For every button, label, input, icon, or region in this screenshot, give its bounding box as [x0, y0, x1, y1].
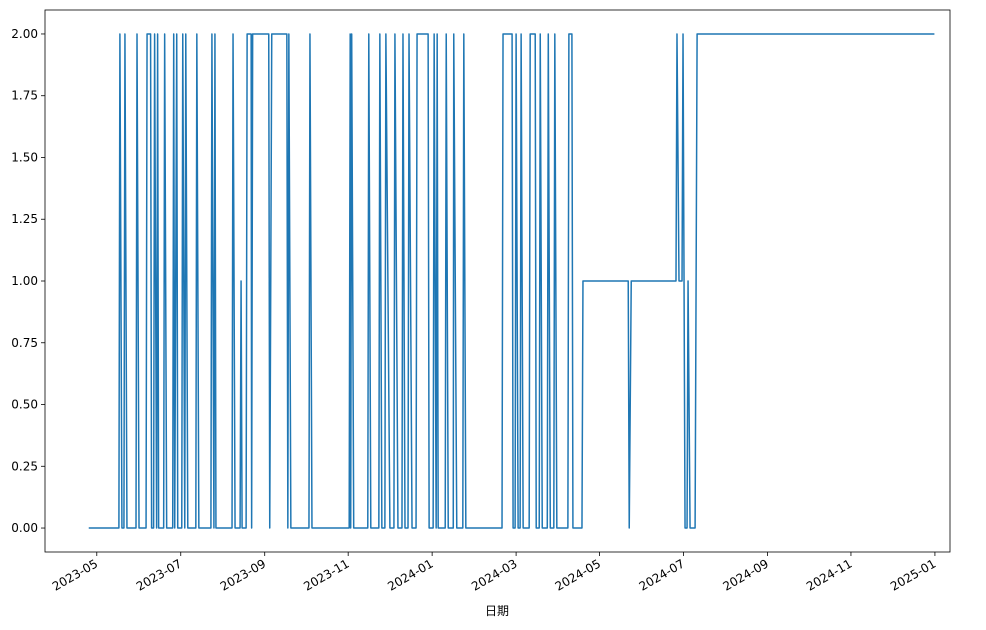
x-tick-label: 2025-01	[888, 556, 938, 593]
x-tick-label: 2024-07	[637, 556, 687, 593]
y-tick-label: 0.50	[11, 398, 38, 412]
y-tick-label: 0.00	[11, 521, 38, 535]
x-tick-label: 2024-01	[385, 556, 435, 593]
x-axis-label: 日期	[485, 604, 509, 618]
x-tick-label: 2023-09	[218, 556, 268, 593]
plot-frame	[44, 9, 951, 553]
y-tick-label: 1.25	[11, 212, 38, 226]
x-tick-label: 2024-11	[804, 556, 854, 593]
data-line	[88, 33, 935, 529]
x-tick-label: 2024-05	[553, 556, 603, 593]
x-tick-label: 2023-11	[301, 556, 351, 593]
y-tick-label: 1.75	[11, 89, 38, 103]
x-tick-label: 2023-07	[134, 556, 184, 593]
y-tick-label: 2.00	[11, 27, 38, 41]
y-tick-label: 0.75	[11, 336, 38, 350]
y-tick-label: 1.00	[11, 274, 38, 288]
y-tick-label: 0.25	[11, 459, 38, 473]
x-tick-label: 2023-05	[50, 556, 100, 593]
y-tick-label: 1.50	[11, 150, 38, 164]
x-tick-label: 2024-03	[469, 556, 519, 593]
x-tick-label: 2024-09	[721, 556, 771, 593]
